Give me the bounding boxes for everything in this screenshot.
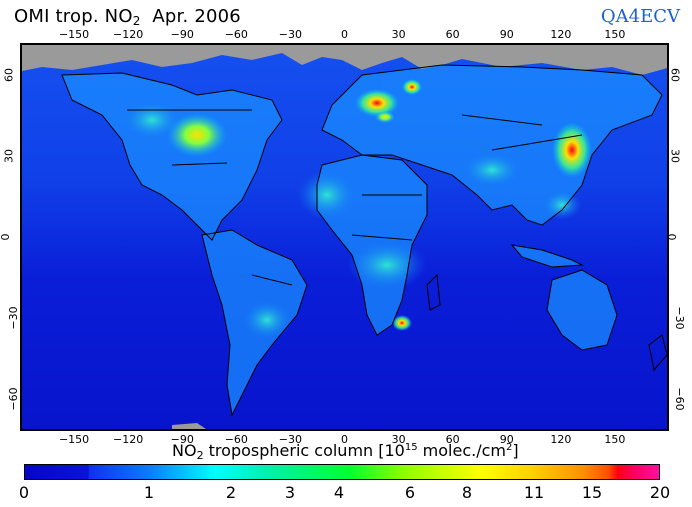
coastlines bbox=[61, 64, 667, 417]
top-lon-tick-label: 0 bbox=[341, 28, 348, 41]
hotspot-moscow bbox=[402, 79, 422, 95]
top-lon-tick-label: 90 bbox=[499, 28, 514, 41]
bottom-lon-tick-label: −30 bbox=[278, 433, 303, 446]
hotspot-south-africa bbox=[392, 315, 412, 331]
title-text: OMI trop. NO bbox=[14, 6, 133, 27]
top-lon-tick-label: 60 bbox=[445, 28, 460, 41]
colorbar-tick-label: 15 bbox=[581, 483, 603, 502]
colorbar-tick-label: 6 bbox=[404, 483, 416, 502]
top-lon-tick-label: 120 bbox=[550, 28, 572, 41]
left-lat-tick-label: 60 bbox=[2, 68, 16, 83]
brand-label: QA4ECV bbox=[600, 6, 680, 27]
bottom-lon-tick-label: 120 bbox=[550, 433, 572, 446]
top-lon-tick-label: −150 bbox=[58, 28, 90, 41]
left-lat-tick-label: 0 bbox=[0, 233, 12, 241]
colorbar bbox=[24, 464, 660, 480]
bottom-lon-tick-label: −90 bbox=[170, 433, 194, 446]
colorbar-title-end: ] bbox=[512, 441, 519, 460]
bottom-lon-tick-label: 60 bbox=[445, 433, 460, 446]
right-lat-tick-label: −60 bbox=[673, 387, 687, 411]
colorbar-title-exp2: 2 bbox=[506, 442, 513, 453]
top-lon-tick-label: −30 bbox=[278, 28, 303, 41]
colorbar-title-no: NO bbox=[172, 441, 197, 460]
hotspot-po-valley bbox=[375, 111, 395, 123]
colorbar-tick-label: 1 bbox=[143, 483, 155, 502]
top-lon-tick-label: −120 bbox=[113, 28, 144, 41]
title-date: Apr. 2006 bbox=[140, 6, 241, 27]
colorbar-tick-label: 4 bbox=[333, 483, 345, 502]
left-lat-tick-label: 30 bbox=[2, 149, 16, 164]
right-lat-tick-label: 30 bbox=[668, 149, 682, 164]
colorbar-title-sub: 2 bbox=[196, 449, 204, 462]
no-data-regions bbox=[22, 45, 667, 429]
left-lat-tick-label: −60 bbox=[7, 387, 21, 411]
bottom-lon-tick-label: 30 bbox=[391, 433, 406, 446]
colorbar-tick-label: 11 bbox=[523, 483, 545, 502]
right-lat-tick-label: 60 bbox=[668, 68, 682, 83]
colorbar-title: NO2 tropospheric column [1015 molec./cm2… bbox=[172, 441, 519, 462]
top-lon-tick-label: 30 bbox=[391, 28, 406, 41]
hotspot-eastern-china bbox=[552, 122, 592, 178]
hotspot-india bbox=[462, 152, 522, 188]
right-lat-tick-label: −30 bbox=[673, 306, 687, 330]
colorbar-title-mid: tropospheric column [10 bbox=[203, 441, 405, 460]
hotspot-eastern-usa bbox=[167, 113, 227, 157]
chart-title: OMI trop. NO2 Apr. 2006 bbox=[14, 6, 241, 28]
top-lon-tick-label: −90 bbox=[170, 28, 194, 41]
title-subscript: 2 bbox=[132, 14, 141, 28]
bottom-lon-tick-label: −120 bbox=[113, 433, 144, 446]
bottom-lon-tick-label: −60 bbox=[224, 433, 248, 446]
colorbar-title-unit: molec./cm bbox=[417, 441, 506, 460]
world-map-plot bbox=[22, 45, 667, 429]
colorbar-tick-label: 0 bbox=[18, 483, 30, 502]
colorbar-tick-label: 8 bbox=[461, 483, 473, 502]
colorbar-tick-label: 3 bbox=[284, 483, 296, 502]
colorbar-tick-label: 20 bbox=[649, 483, 671, 502]
top-lon-tick-label: −60 bbox=[224, 28, 248, 41]
bottom-lon-tick-label: 90 bbox=[499, 433, 514, 446]
bottom-lon-tick-label: −150 bbox=[58, 433, 90, 446]
colorbar-title-exp: 15 bbox=[404, 442, 418, 453]
hotspot-benelux bbox=[355, 89, 399, 117]
bottom-lon-tick-label: 150 bbox=[604, 433, 626, 446]
colorbar-tick-label: 2 bbox=[225, 483, 237, 502]
bottom-lon-tick-label: 0 bbox=[341, 433, 348, 446]
left-lat-tick-label: −30 bbox=[7, 306, 21, 330]
top-lon-tick-label: 150 bbox=[604, 28, 626, 41]
map-frame bbox=[20, 43, 669, 431]
